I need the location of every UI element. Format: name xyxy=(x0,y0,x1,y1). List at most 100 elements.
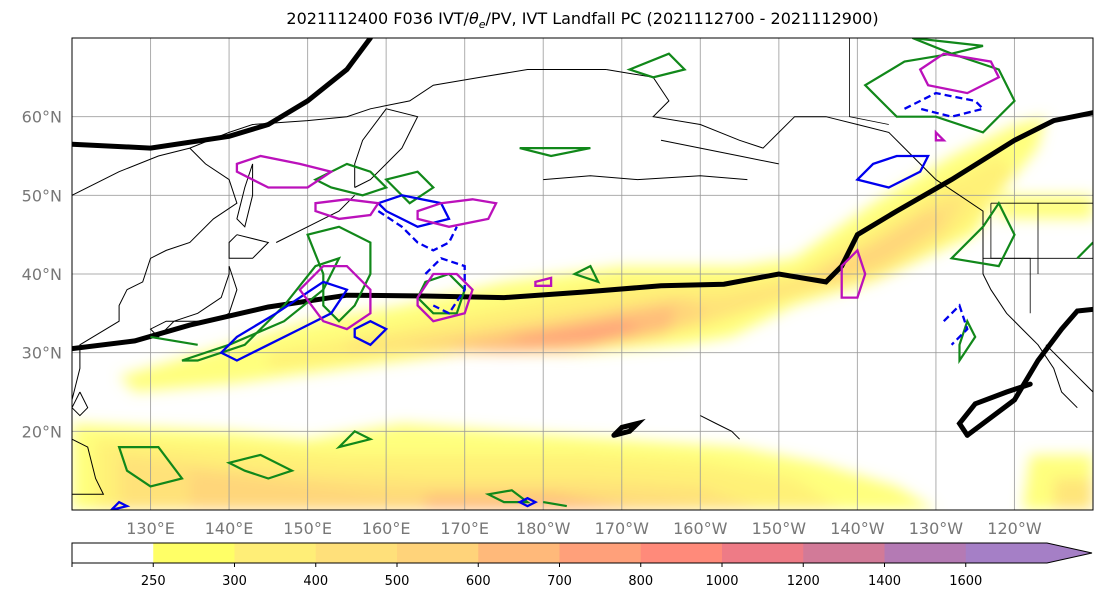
green-contour-14 xyxy=(958,318,977,365)
green-contour-13 xyxy=(1076,241,1093,260)
colorbar-segment xyxy=(478,543,560,563)
magenta-contour-6 xyxy=(918,52,1001,95)
magenta-contour-5 xyxy=(840,248,867,299)
border-1 xyxy=(849,38,889,125)
colorbar-segment xyxy=(965,543,1048,563)
x-tick-label: 140°W xyxy=(830,519,885,538)
black-contour-3 xyxy=(956,381,1033,438)
coastline-3 xyxy=(236,163,254,228)
green-contour-6 xyxy=(911,38,984,55)
x-tick-label: 140°E xyxy=(205,519,254,538)
magenta-contour-3 xyxy=(298,264,372,331)
coastline-9 xyxy=(606,69,1078,409)
colorbar-label: 800 xyxy=(628,574,653,589)
green-contour-12 xyxy=(949,201,1016,268)
x-tick-label: 120°W xyxy=(987,519,1042,538)
magenta-contour-4 xyxy=(416,272,474,323)
coastline-6 xyxy=(275,194,356,243)
colorbar-label: 1000 xyxy=(705,574,738,589)
y-tick-label: 20°N xyxy=(22,422,62,441)
colorbar-segment xyxy=(559,543,642,563)
coastline-13 xyxy=(700,415,740,440)
x-tick-label: 160°W xyxy=(673,519,728,538)
magenta-contour-0 xyxy=(235,154,334,189)
colorbar-label: 250 xyxy=(141,574,166,589)
coastline-0 xyxy=(72,69,607,196)
colorbar-segment xyxy=(397,543,479,563)
colorbar-segment xyxy=(153,543,235,563)
magenta-contour-8 xyxy=(534,276,553,287)
axis-ticks: 130°E 140°E 150°E 160°E 170°E 180°W 170°W 160°W… xyxy=(22,108,1042,538)
colorbar-segment xyxy=(722,543,804,563)
ivt-band-14 xyxy=(998,195,1093,219)
blue-contour-4 xyxy=(353,319,389,347)
black-contour-2 xyxy=(964,306,1093,438)
colorbar-segment xyxy=(315,543,398,563)
colorbar-segment xyxy=(884,543,967,563)
x-tick-label: 180°W xyxy=(516,519,571,538)
green-contour-16 xyxy=(150,335,198,346)
colorbar: 250 300 400 500 600 700 800 1000 1200 1400 1600 xyxy=(71,542,1093,589)
y-tick-label: 40°N xyxy=(22,265,62,284)
coastline-4 xyxy=(228,234,270,259)
magenta-contours xyxy=(235,52,1001,331)
blue-contour-9 xyxy=(109,500,131,510)
blue-contour-7 xyxy=(942,303,969,346)
black-contour-4 xyxy=(611,418,646,438)
x-tick-label: 150°E xyxy=(283,519,332,538)
colorbar-label: 700 xyxy=(547,574,572,589)
x-tick-label: 130°W xyxy=(909,519,964,538)
colorbar-label: 300 xyxy=(222,574,247,589)
black-contour-0 xyxy=(72,38,373,151)
ivt-band-4 xyxy=(449,305,677,353)
black-contour-1 xyxy=(72,110,1093,352)
green-contour-9 xyxy=(225,453,295,480)
blue-contour-5 xyxy=(855,154,930,189)
green-contour-15 xyxy=(335,429,374,450)
gridlines xyxy=(72,38,1093,510)
green-contour-10 xyxy=(484,489,531,504)
x-tick-label: 130°E xyxy=(126,519,175,538)
ivt-band-13 xyxy=(1053,478,1093,510)
y-tick-label: 60°N xyxy=(22,108,62,127)
black-contours xyxy=(72,38,1093,438)
colorbar-outline xyxy=(71,542,1093,564)
colorbar-label: 500 xyxy=(385,574,410,589)
blue-contour-8 xyxy=(517,496,538,508)
blue-contour-2 xyxy=(377,210,458,252)
colorbar-segment xyxy=(234,543,317,563)
coastline-11 xyxy=(543,175,748,181)
x-tick-label: 160°E xyxy=(362,519,411,538)
magenta-contour-1 xyxy=(314,198,381,221)
colorbar-segment xyxy=(803,543,885,563)
colorbar-label: 400 xyxy=(303,574,328,589)
ivt-band-3 xyxy=(401,297,709,353)
green-contour-5 xyxy=(863,52,1016,134)
y-tick-label: 30°N xyxy=(22,344,62,363)
coastline-8 xyxy=(72,438,105,495)
chart-title: 2021112400 F036 IVT/θe/PV, IVT Landfall … xyxy=(286,9,879,32)
colorbar-extension xyxy=(1047,543,1092,563)
map-area xyxy=(72,38,1093,510)
coastline-7 xyxy=(72,391,89,417)
green-contour-3 xyxy=(313,162,389,197)
coastline-1 xyxy=(72,147,238,401)
magenta-contour-7 xyxy=(934,129,947,142)
ivt-band-11 xyxy=(425,494,638,510)
colorbar-label: 600 xyxy=(466,574,491,589)
borders xyxy=(849,38,1093,314)
coastline-12 xyxy=(1045,344,1093,393)
ivt-band-6 xyxy=(818,211,944,282)
coastline-10 xyxy=(660,139,779,165)
y-tick-label: 50°N xyxy=(22,186,62,205)
x-tick-label: 170°W xyxy=(595,519,650,538)
blue-contour-6 xyxy=(903,91,986,118)
blue-contours xyxy=(109,91,986,510)
green-contour-8 xyxy=(117,446,184,488)
coastlines xyxy=(72,69,1093,495)
blue-contour-3 xyxy=(424,256,466,315)
coastline-5 xyxy=(149,265,238,338)
ivt-band-5 xyxy=(504,321,646,345)
x-tick-label: 170°E xyxy=(440,519,489,538)
